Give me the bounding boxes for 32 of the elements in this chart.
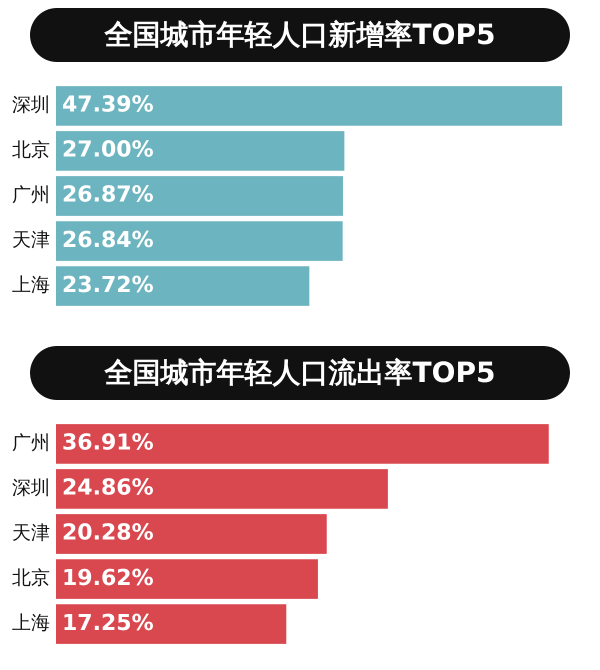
bar	[56, 559, 318, 599]
data-label: 19.62%	[62, 566, 154, 591]
y-tick-label: 上海	[12, 612, 50, 634]
bar	[56, 514, 327, 554]
y-tick-label: 深圳	[12, 476, 50, 499]
y-tick-label: 广州	[12, 184, 50, 206]
chart-title: 全国城市年轻人口新增率TOP5	[30, 8, 570, 62]
y-tick-label: 深圳	[12, 94, 50, 116]
bar	[56, 266, 310, 306]
y-tick-label: 上海	[12, 274, 50, 296]
data-label: 23.72%	[62, 272, 154, 298]
y-tick-label: 北京	[12, 138, 50, 161]
data-label: 26.87%	[62, 182, 154, 208]
data-label: 24.86%	[62, 476, 154, 501]
y-tick-label: 北京	[12, 566, 50, 589]
bar	[56, 131, 344, 171]
bar	[56, 176, 343, 216]
bar	[56, 469, 388, 509]
data-label: 47.39%	[62, 92, 154, 118]
data-label: 20.28%	[62, 520, 154, 546]
data-label: 36.91%	[62, 430, 154, 456]
chart-title: 全国城市年轻人口流出率TOP5	[30, 346, 570, 400]
bar	[56, 604, 286, 644]
data-label: 27.00%	[62, 138, 154, 163]
bar	[56, 221, 343, 261]
bar	[56, 86, 562, 126]
y-tick-label: 广州	[12, 432, 50, 454]
y-tick-label: 天津	[12, 522, 50, 544]
data-label: 26.84%	[62, 228, 154, 253]
y-tick-label: 天津	[12, 228, 50, 251]
data-label: 17.25%	[62, 610, 154, 636]
bar	[56, 424, 549, 464]
